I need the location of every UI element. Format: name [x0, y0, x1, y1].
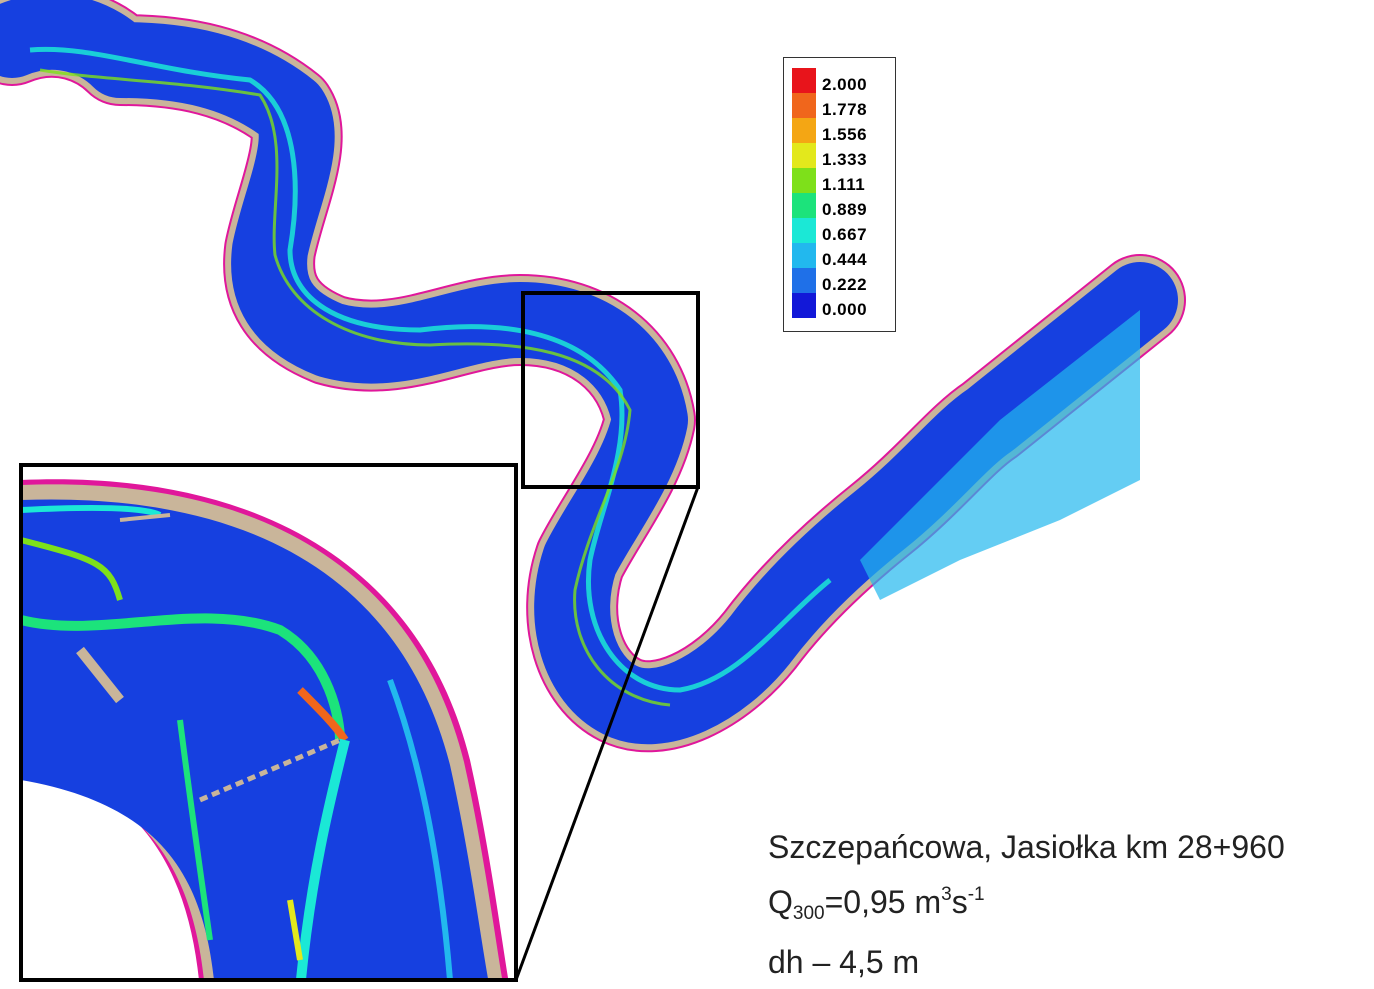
legend-item: 0.000 — [792, 293, 892, 319]
q-value: =0,95 m — [824, 884, 942, 920]
legend-swatch — [792, 218, 816, 243]
legend-label: 1.111 — [822, 175, 866, 194]
legend-swatch — [792, 68, 816, 93]
legend-swatch — [792, 293, 816, 318]
legend-item: 0.444 — [792, 243, 892, 269]
legend-label: 1.556 — [822, 125, 868, 144]
legend-label: 0.222 — [822, 275, 868, 294]
legend-item: 0.667 — [792, 218, 892, 244]
legend-swatch — [792, 193, 816, 218]
color-legend: 2.000 1.778 1.556 1.333 1.111 0.889 0.667 0.444… — [783, 57, 896, 332]
legend-label: 2.000 — [822, 75, 868, 94]
q-superscript-1: 3 — [941, 884, 952, 905]
caption-dh: dh – 4,5 m — [768, 944, 920, 980]
legend-label: 0.889 — [822, 200, 868, 219]
figure-caption: Szczepańcowa, Jasiołka km 28+960 Q300=0,… — [768, 823, 1285, 986]
legend-swatch — [792, 93, 816, 118]
legend-label: 1.333 — [822, 150, 868, 169]
legend-swatch — [792, 143, 816, 168]
caption-discharge: Q300=0,95 m3s-1 — [768, 871, 1285, 938]
q-subscript: 300 — [792, 903, 825, 924]
legend-item: 0.222 — [792, 268, 892, 294]
legend-swatch — [792, 243, 816, 268]
legend-item: 2.000 — [792, 68, 892, 94]
zoom-connector-line — [514, 486, 700, 981]
legend-item: 1.778 — [792, 93, 892, 119]
caption-location: Szczepańcowa, Jasiołka km 28+960 — [768, 829, 1285, 865]
legend-label: 0.667 — [822, 225, 868, 244]
legend-label: 1.778 — [822, 100, 868, 119]
q-symbol: Q — [768, 884, 793, 920]
legend-item: 1.556 — [792, 118, 892, 144]
legend-swatch — [792, 118, 816, 143]
river-channel — [0, 0, 1186, 753]
inset-zoom-view — [21, 465, 516, 980]
legend-item: 0.889 — [792, 193, 892, 219]
q-superscript-2: -1 — [967, 884, 985, 905]
legend-swatch — [792, 168, 816, 193]
legend-item: 1.333 — [792, 143, 892, 169]
legend-label: 0.000 — [822, 300, 868, 319]
q-unit: s — [951, 884, 968, 920]
legend-label: 0.444 — [822, 250, 868, 269]
inset-frame — [19, 463, 518, 982]
legend-item: 1.111 — [792, 168, 892, 194]
zoom-box — [521, 291, 700, 489]
legend-swatch — [792, 268, 816, 293]
